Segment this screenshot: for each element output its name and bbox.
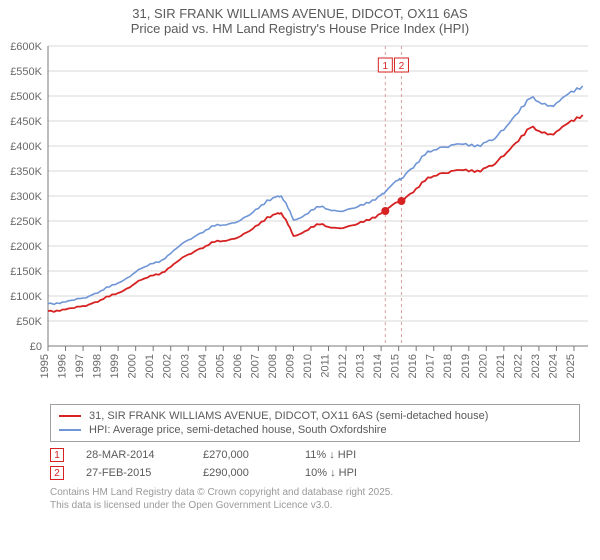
legend-label: 31, SIR FRANK WILLIAMS AVENUE, DIDCOT, O… [89,410,488,422]
x-tick-label: 1998 [92,354,104,378]
x-tick-label: 2023 [530,354,542,378]
y-tick-label: £250K [10,216,42,228]
sale-label-number: 2 [399,61,405,72]
y-tick-label: £400K [10,141,42,153]
x-tick-label: 2014 [372,354,384,378]
series-hpi [48,86,583,304]
y-tick-label: £300K [10,191,42,203]
x-tick-label: 2006 [232,354,244,378]
sale-marker-icon: 2 [50,466,64,480]
attribution-footer: Contains HM Land Registry data © Crown c… [50,486,580,512]
sale-marker-icon: 1 [50,448,64,462]
title-address: 31, SIR FRANK WILLIAMS AVENUE, DIDCOT, O… [10,6,590,21]
x-tick-label: 2022 [512,354,524,378]
x-tick-label: 2003 [179,354,191,378]
legend-swatch [59,415,81,417]
legend-item: HPI: Average price, semi-detached house,… [59,423,571,437]
x-tick-label: 2015 [390,354,402,378]
x-tick-label: 2007 [249,354,261,378]
x-tick-label: 1996 [57,354,69,378]
x-tick-label: 2000 [127,354,139,378]
footer-line-1: Contains HM Land Registry data © Crown c… [50,486,580,499]
sale-label-number: 1 [383,61,389,72]
x-tick-label: 2010 [302,354,314,378]
x-tick-label: 2002 [162,354,174,378]
x-tick-label: 1999 [109,354,121,378]
sale-hpi-delta: 10% ↓ HPI [305,467,395,479]
x-tick-label: 1997 [74,354,86,378]
x-tick-label: 2008 [267,354,279,378]
x-tick-label: 2024 [547,354,559,378]
sale-point [397,197,405,205]
x-tick-label: 2012 [337,354,349,378]
x-tick-label: 2021 [495,354,507,378]
sale-price: £290,000 [203,467,283,479]
x-tick-label: 2025 [565,354,577,378]
legend: 31, SIR FRANK WILLIAMS AVENUE, DIDCOT, O… [50,404,580,442]
sale-date: 27-FEB-2015 [86,467,181,479]
legend-item: 31, SIR FRANK WILLIAMS AVENUE, DIDCOT, O… [59,409,571,423]
x-tick-label: 2013 [355,354,367,378]
chart-container: 31, SIR FRANK WILLIAMS AVENUE, DIDCOT, O… [0,0,600,512]
x-tick-label: 2018 [442,354,454,378]
x-tick-label: 2009 [284,354,296,378]
y-tick-label: £350K [10,166,42,178]
y-tick-label: £50K [16,316,42,328]
sale-date: 28-MAR-2014 [86,449,181,461]
x-tick-label: 2005 [214,354,226,378]
sale-hpi-delta: 11% ↓ HPI [305,449,395,461]
sale-row: 2 27-FEB-2015 £290,000 10% ↓ HPI [50,464,580,482]
y-tick-label: £100K [10,291,42,303]
x-tick-label: 2019 [460,354,472,378]
footer-line-2: This data is licensed under the Open Gov… [50,499,580,512]
x-tick-label: 2001 [144,354,156,378]
legend-swatch [59,429,81,431]
y-tick-label: £550K [10,66,42,78]
y-tick-label: £450K [10,116,42,128]
series-property [48,115,583,312]
y-tick-label: £0 [30,341,42,353]
x-tick-label: 2017 [425,354,437,378]
title-subtitle: Price paid vs. HM Land Registry's House … [10,21,590,36]
y-tick-label: £200K [10,241,42,253]
sale-price: £270,000 [203,449,283,461]
chart-titles: 31, SIR FRANK WILLIAMS AVENUE, DIDCOT, O… [0,0,600,38]
x-tick-label: 2004 [197,354,209,378]
x-tick-label: 1995 [39,354,51,378]
x-tick-label: 2011 [320,354,332,378]
sale-point [381,207,389,215]
x-tick-label: 2020 [477,354,489,378]
y-tick-label: £600K [10,41,42,53]
price-chart: £0 £50K £100K £150K £200K £250K £300K £350K £400… [0,38,600,398]
legend-label: HPI: Average price, semi-detached house,… [89,424,387,436]
x-tick-label: 2016 [407,354,419,378]
sale-row: 1 28-MAR-2014 £270,000 11% ↓ HPI [50,446,580,464]
y-tick-label: £150K [10,266,42,278]
y-tick-label: £500K [10,91,42,103]
sales-table: 1 28-MAR-2014 £270,000 11% ↓ HPI 2 27-FEB-201… [50,446,580,482]
